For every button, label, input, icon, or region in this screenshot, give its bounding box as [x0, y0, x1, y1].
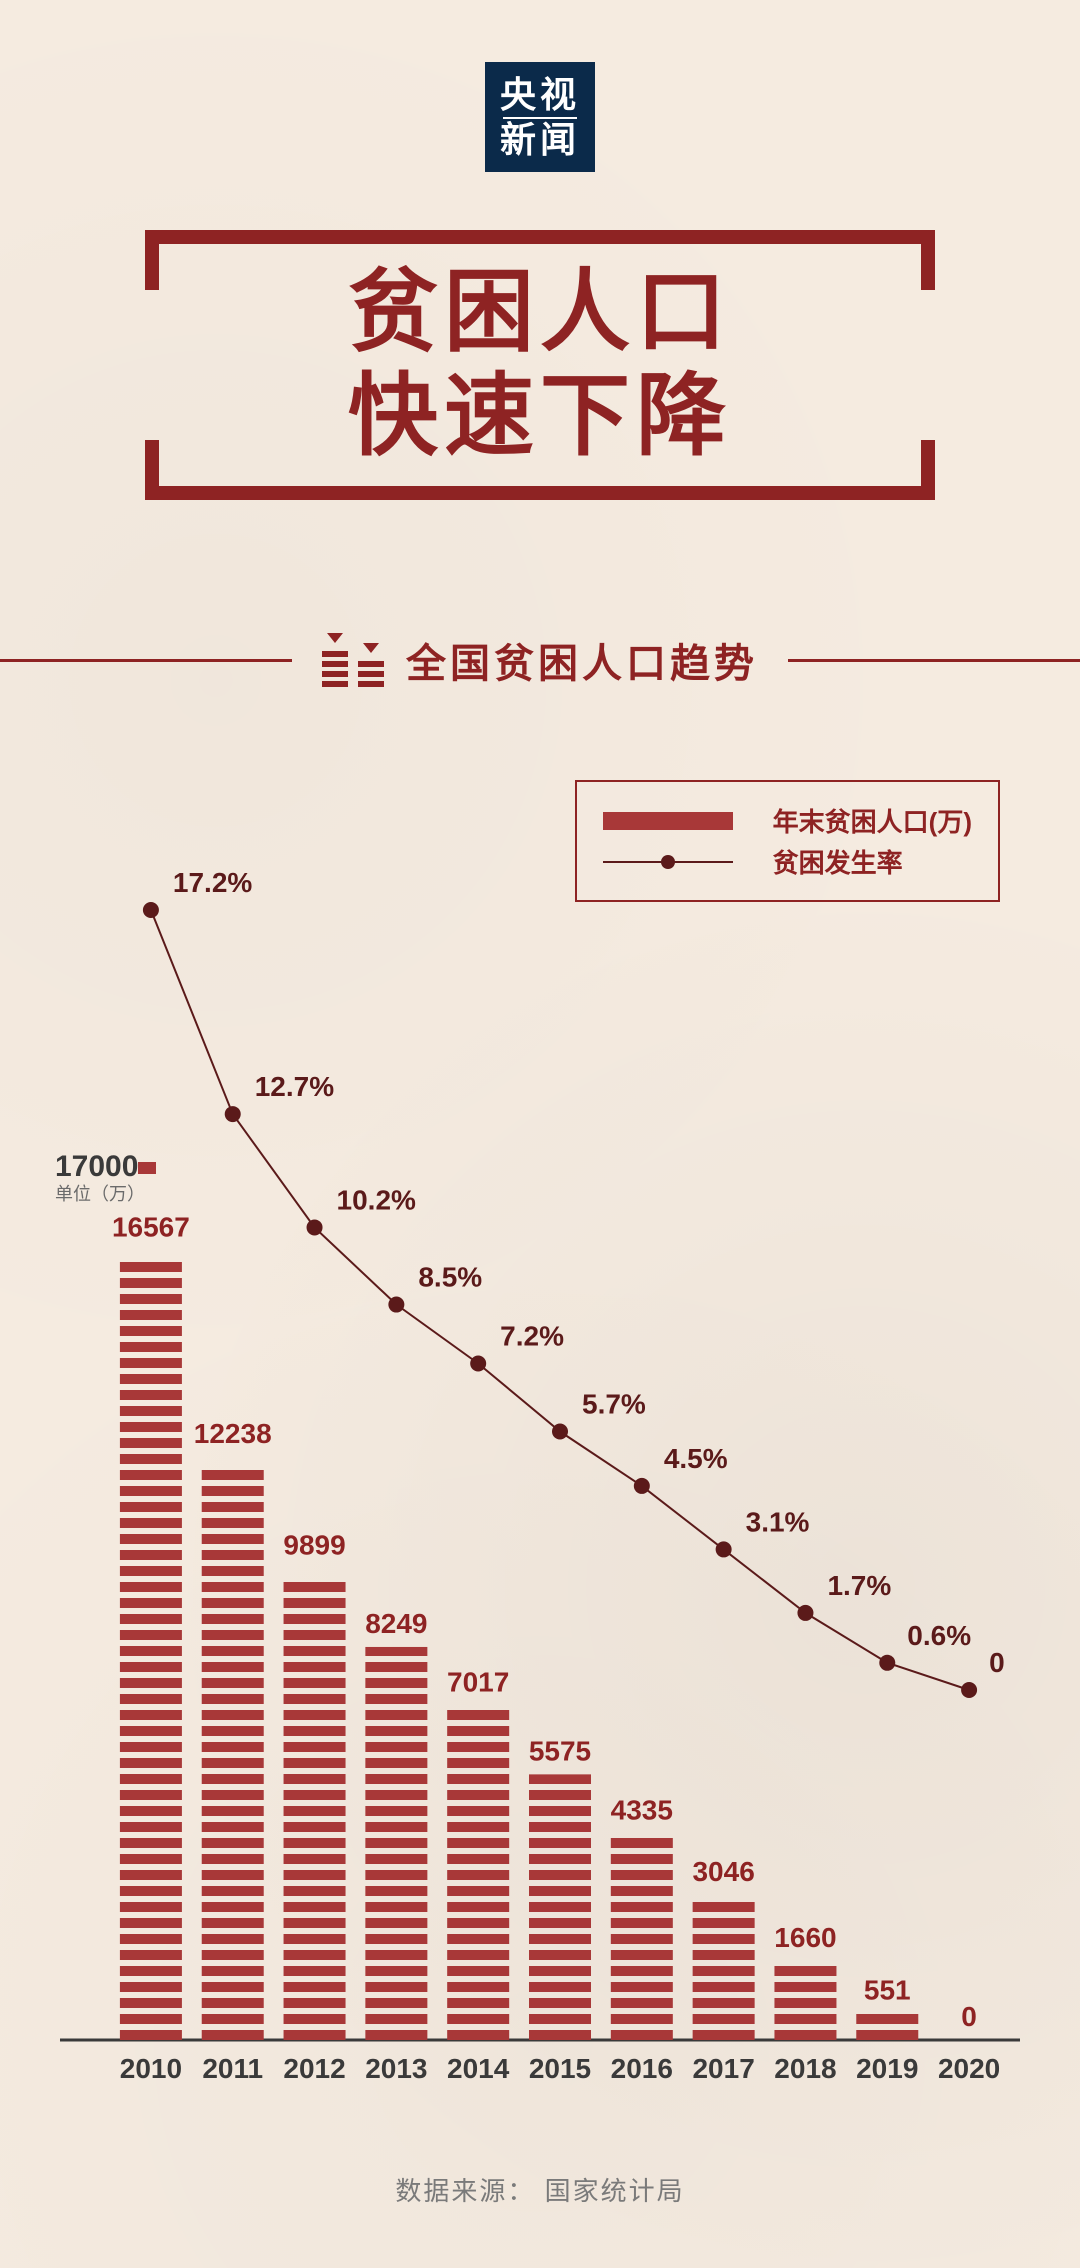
bar	[856, 2014, 918, 2040]
rate-dot	[225, 1106, 241, 1122]
bar	[447, 1710, 509, 2040]
y-axis-unit: 单位（万）	[55, 1184, 145, 1204]
chart-svg: 17000单位（万） 16567 2010 12238 2011 9899 2012 8249…	[50, 870, 1030, 2108]
rate-dot	[552, 1424, 568, 1440]
subtitle-rule-right	[788, 659, 1080, 662]
rate-dot	[797, 1605, 813, 1621]
subtitle-row: 全国贫困人口趋势	[0, 620, 1080, 700]
title-line1: 贫困人口	[145, 262, 935, 366]
rate-dot	[470, 1355, 486, 1371]
subtitle-center: 全国贫困人口趋势	[292, 631, 788, 689]
legend-bar-label: 年末贫困人口(万)	[773, 802, 972, 839]
bar-value-label: 1660	[774, 1922, 836, 1953]
subtitle-text: 全国贫困人口趋势	[406, 631, 758, 689]
rate-label: 0.6%	[907, 1620, 971, 1651]
bar-value-label: 4335	[611, 1794, 673, 1825]
legend-bar-row: 年末贫困人口(万)	[603, 802, 972, 839]
rate-label: 4.5%	[664, 1443, 728, 1474]
rate-label: 3.1%	[746, 1506, 810, 1537]
legend-line-swatch	[603, 853, 733, 871]
bar	[120, 1262, 182, 2040]
rate-dot	[716, 1541, 732, 1557]
rate-dot	[388, 1297, 404, 1313]
poverty-chart: 17000单位（万） 16567 2010 12238 2011 9899 2012 8249…	[50, 870, 1030, 2108]
legend-bar-swatch	[603, 812, 733, 830]
rate-label: 5.7%	[582, 1389, 646, 1420]
logo-line2: 新闻	[500, 121, 580, 159]
bar	[529, 1774, 591, 2040]
year-label: 2010	[120, 2053, 182, 2084]
downward-bars-icon	[322, 633, 384, 687]
rate-dot	[961, 1682, 977, 1698]
rate-label: 10.2%	[337, 1184, 416, 1215]
bar-value-label: 0	[961, 2001, 977, 2032]
bar	[202, 1470, 264, 2040]
bar	[611, 1838, 673, 2040]
bar-value-label: 551	[864, 1975, 911, 2006]
rate-label: 1.7%	[827, 1570, 891, 1601]
year-label: 2020	[938, 2053, 1000, 2084]
bar	[365, 1647, 427, 2040]
cctv-logo: 央视 新闻	[485, 62, 595, 172]
year-label: 2014	[447, 2053, 510, 2084]
main-title: 贫困人口 快速下降	[145, 262, 935, 469]
year-label: 2015	[529, 2053, 591, 2084]
year-label: 2017	[692, 2053, 754, 2084]
bar-value-label: 8249	[365, 1608, 427, 1639]
rate-dot	[879, 1655, 895, 1671]
year-label: 2013	[365, 2053, 427, 2084]
rate-label: 17.2%	[173, 870, 252, 898]
rate-label: 0	[989, 1647, 1005, 1678]
year-label: 2019	[856, 2053, 918, 2084]
bar-value-label: 5575	[529, 1735, 591, 1766]
bar-value-label: 9899	[283, 1529, 345, 1560]
title-line2: 快速下降	[145, 365, 935, 469]
bar	[693, 1902, 755, 2040]
rate-label: 8.5%	[418, 1262, 482, 1293]
data-source-footer: 数据来源： 国家统计局	[0, 2171, 1080, 2208]
rate-label: 7.2%	[500, 1320, 564, 1351]
main-title-box: 贫困人口 快速下降	[145, 230, 935, 500]
year-label: 2016	[611, 2053, 673, 2084]
year-label: 2012	[283, 2053, 345, 2084]
bar-value-label: 16567	[112, 1212, 190, 1243]
footer-source: 国家统计局	[545, 2176, 685, 2206]
bar-value-label: 7017	[447, 1667, 509, 1698]
logo-line1: 央视	[500, 76, 580, 114]
rate-dot	[307, 1219, 323, 1235]
year-label: 2011	[202, 2053, 263, 2084]
rate-dot	[143, 902, 159, 918]
bar	[774, 1966, 836, 2040]
bar-value-label: 12238	[194, 1418, 272, 1449]
rate-label: 12.7%	[255, 1071, 334, 1102]
y-axis-max: 17000	[55, 1150, 138, 1183]
rate-dot	[634, 1478, 650, 1494]
bar-value-label: 3046	[692, 1856, 754, 1887]
y-axis-tick	[138, 1162, 156, 1174]
year-label: 2018	[774, 2053, 836, 2084]
footer-prefix: 数据来源：	[395, 2176, 535, 2206]
bar	[284, 1582, 346, 2040]
subtitle-rule-left	[0, 659, 292, 662]
